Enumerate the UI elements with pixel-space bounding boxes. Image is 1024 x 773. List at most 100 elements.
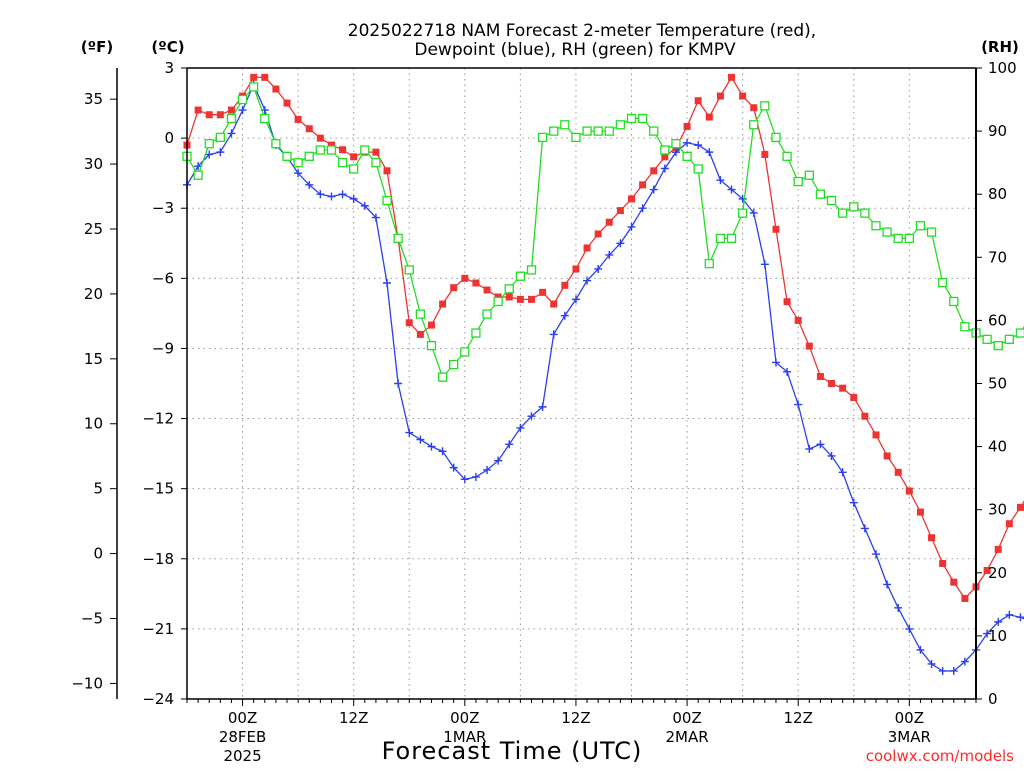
x-tick-date: 3MAR (888, 728, 931, 746)
temperature-point (528, 296, 535, 303)
rh-point (305, 152, 313, 160)
temperature-point (939, 560, 946, 567)
x-tick-date: 28FEB (219, 728, 266, 746)
rh-point (961, 323, 969, 331)
temperature-point (572, 265, 579, 272)
dewpoint-point (705, 148, 713, 156)
x-tick-label: 00Z (672, 709, 701, 727)
temperature-point (406, 319, 413, 326)
x-tick-label: 00Z (895, 709, 924, 727)
rh-point (572, 133, 580, 141)
temperature-point (450, 284, 457, 291)
temperature-point (250, 74, 257, 81)
temperature-point (861, 413, 868, 420)
rh-point (605, 127, 613, 135)
temperature-point (439, 301, 446, 308)
dewpoint-point (839, 468, 847, 476)
temperature-point (372, 149, 379, 156)
temperature-point (784, 298, 791, 305)
dewpoint-point (394, 380, 402, 388)
temperature-point (995, 546, 1002, 553)
dewpoint-point (694, 141, 702, 149)
x-tick-year: 2025 (223, 747, 261, 765)
temperature-point (795, 317, 802, 324)
rh-tick-label: 90 (988, 122, 1007, 140)
rh-point (527, 266, 535, 274)
dewpoint-point (850, 499, 858, 507)
rh-point (983, 335, 991, 343)
rh-point (994, 342, 1002, 350)
rh-point (427, 342, 435, 350)
rh-point (539, 133, 547, 141)
rh-point (227, 114, 235, 122)
temperature-point (806, 343, 813, 350)
rh-point (450, 361, 458, 369)
rh-point (339, 159, 347, 167)
temperature-point (639, 181, 646, 188)
rh-point (405, 266, 413, 274)
rh-point (783, 152, 791, 160)
rh-point (750, 121, 758, 129)
temperature-point (772, 226, 779, 233)
dewpoint-point (239, 106, 247, 114)
temperature-point (484, 287, 491, 294)
temperature-point (928, 534, 935, 541)
x-tick-label: 12Z (339, 709, 368, 727)
temperature-point (461, 275, 468, 282)
rh-point (616, 121, 624, 129)
rh-point (894, 234, 902, 242)
celsius-tick-label: −9 (152, 339, 174, 357)
temperature-point (728, 74, 735, 81)
rh-point (728, 234, 736, 242)
dewpoint-point (1016, 613, 1024, 621)
temperature-point (828, 380, 835, 387)
celsius-unit-label: (ºC) (151, 38, 184, 56)
temperature-point (950, 579, 957, 586)
rh-point (416, 310, 424, 318)
dewpoint-point (427, 443, 435, 451)
rh-point (561, 121, 569, 129)
rh-point (628, 114, 636, 122)
rh-point (216, 133, 224, 141)
temperature-point (384, 167, 391, 174)
celsius-tick-label: −12 (142, 410, 174, 428)
temperature-point (217, 111, 224, 118)
rh-point (805, 171, 813, 179)
temperature-point (917, 509, 924, 516)
fahrenheit-tick-label: 10 (84, 415, 103, 433)
celsius-tick-label: −15 (142, 480, 174, 498)
credit-text: coolwx.com/models (866, 747, 1014, 765)
temperature-point (195, 107, 202, 114)
celsius-tick-label: −18 (142, 550, 174, 568)
rh-point (928, 228, 936, 236)
temperature-point (617, 207, 624, 214)
rh-tick-label: 100 (988, 59, 1017, 77)
temperature-point (517, 296, 524, 303)
rh-tick-label: 60 (988, 311, 1007, 329)
temperature-point (428, 322, 435, 329)
x-axis-title: Forecast Time (UTC) (382, 737, 643, 765)
fahrenheit-unit-label: (ºF) (81, 38, 113, 56)
rh-point (761, 102, 769, 110)
rh-point (494, 297, 502, 305)
rh-point (916, 222, 924, 230)
dewpoint-point (227, 129, 235, 137)
dewpoint-point (883, 580, 891, 588)
rh-point (861, 209, 869, 217)
fahrenheit-tick-label: −10 (71, 674, 103, 692)
temperature-point (1017, 504, 1024, 511)
rh-point (683, 152, 691, 160)
rh-point (505, 285, 513, 293)
rh-point (1005, 335, 1013, 343)
x-tick-label: 12Z (784, 709, 813, 727)
rh-point (705, 260, 713, 268)
rh-point (639, 114, 647, 122)
dewpoint-point (405, 429, 413, 437)
chart-title-line2: Dewpoint (blue), RH (green) for KMPV (414, 40, 736, 60)
rh-point (361, 146, 369, 154)
celsius-tick-label: −21 (142, 620, 174, 638)
temperature-point (839, 385, 846, 392)
dewpoint-point (939, 667, 947, 675)
temperature-point (472, 280, 479, 287)
dewpoint-point (1005, 611, 1013, 619)
